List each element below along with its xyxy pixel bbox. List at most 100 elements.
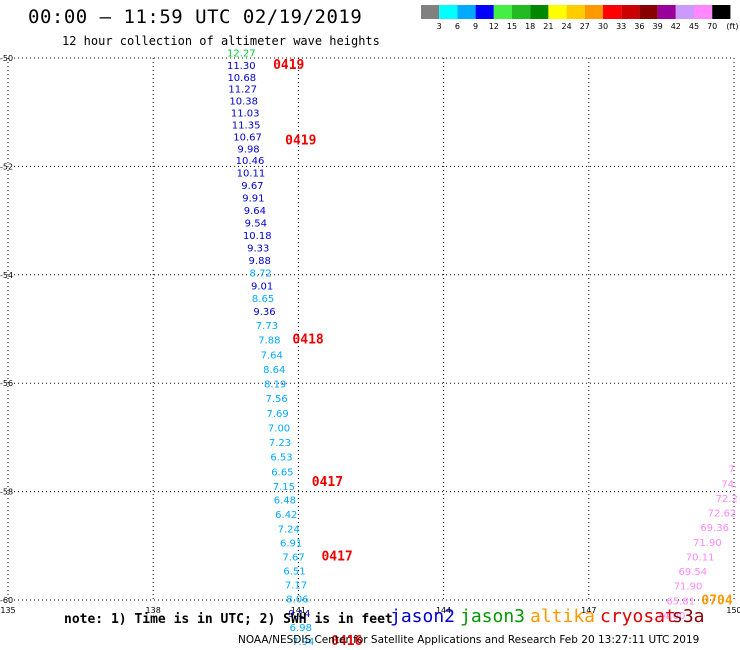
x-tick-label: 150: [726, 606, 740, 615]
wave-height-label: 6.51: [283, 567, 305, 578]
y-tick-label: -54: [0, 271, 13, 280]
wave-height-label: 6.65: [271, 467, 293, 478]
wave-height-label: 12.27: [227, 48, 256, 59]
color-scale-tick: 15: [507, 22, 517, 31]
wave-height-label: 7.00: [268, 423, 290, 434]
color-swatch: [421, 5, 440, 19]
color-scale-tick: 24: [562, 22, 572, 31]
pass-time-label: 0416: [331, 634, 362, 649]
wave-height-label: 72.2: [716, 494, 738, 505]
footer-credit: NOAA/NESDIS Center for Satellite Applica…: [238, 634, 700, 646]
wave-height-label: 7.15: [273, 482, 295, 493]
wave-height-label: 9.98: [237, 144, 259, 155]
color-scale-legend: 3 6 9 12 15 18 21 24 27 30 33 36 39 42 45 70 (ft): [421, 5, 738, 31]
wave-height-label: 71.90: [693, 538, 722, 549]
wave-height-label: 9.88: [249, 256, 271, 267]
wave-height-label: 11.03: [231, 109, 260, 120]
color-scale-tick: 70: [707, 22, 717, 31]
color-swatch: [657, 5, 676, 19]
color-swatch: [530, 5, 549, 19]
wave-height-label: 6.91: [280, 538, 302, 549]
wave-height-label: 8.65: [252, 294, 274, 305]
color-swatch: [675, 5, 694, 19]
wave-height-label: 8.06: [286, 595, 308, 606]
wave-height-label: 11.30: [227, 61, 256, 72]
wave-height-label: 10.67: [233, 132, 262, 143]
color-swatch: [475, 5, 494, 19]
x-tick-label: 144: [436, 606, 451, 615]
pass-time-label: 0417: [321, 549, 352, 564]
color-swatch: [621, 5, 640, 19]
color-swatch: [457, 5, 476, 19]
wave-height-label: 9.36: [253, 307, 275, 318]
wave-height-label: 69.36: [700, 523, 729, 534]
color-swatch: [512, 5, 531, 19]
wave-height-label: 8.19: [264, 380, 286, 391]
wave-height-label: 7.23: [269, 438, 291, 449]
wave-height-label: 9.14: [288, 609, 310, 620]
color-scale-tick: 33: [616, 22, 626, 31]
color-scale-tick: 21: [543, 22, 553, 31]
wave-height-label: 72.62: [708, 509, 737, 520]
x-tick-label: 138: [146, 606, 161, 615]
color-swatch: [439, 5, 458, 19]
wave-height-label: 9.54: [245, 219, 267, 230]
color-scale-tick: 12: [489, 22, 499, 31]
pass-time-label: 0419: [273, 58, 304, 73]
color-swatch: [639, 5, 658, 19]
wave-height-label: 11.35: [232, 120, 261, 131]
chart-subtitle: 12 hour collection of altimeter wave hei…: [62, 34, 380, 48]
wave-height-label: 10.18: [243, 231, 272, 242]
wave-height-label: 9.91: [242, 194, 264, 205]
color-swatch: [566, 5, 585, 19]
data-labels: 12.27 11.3010.6811.2710.3811.0311.3510.67…: [227, 48, 738, 648]
note-text: note: 1) Time is in UTC; 2) SWH is in fe…: [64, 612, 393, 627]
wave-height-label: 9.33: [247, 243, 269, 254]
wave-height-label: 7.56: [265, 394, 287, 405]
legend-altika: altika: [530, 606, 596, 627]
wave-height-label: 9.64: [244, 206, 266, 217]
wave-height-label: 6.48: [274, 496, 296, 507]
pass-time-label: 0418: [292, 333, 323, 348]
wave-height-label: 71.90: [674, 582, 703, 593]
color-scale-tick: 3: [437, 22, 442, 31]
wave-height-label: 6.98: [290, 623, 312, 634]
x-tick-label: 135: [0, 606, 15, 615]
wave-height-label: 6.42: [275, 510, 297, 521]
chart-grid: [7, 57, 735, 601]
color-scale-tick: 27: [580, 22, 590, 31]
color-scale-tick: 42: [671, 22, 681, 31]
chart-title: 00:00 – 11:59 UTC 02/19/2019: [28, 6, 363, 28]
color-scale-tick: 30: [598, 22, 608, 31]
color-swatch: [603, 5, 622, 19]
wave-height-label: 8.64: [263, 365, 285, 376]
legend-jason3: jason3: [460, 606, 526, 627]
color-scale-tick: 18: [525, 22, 535, 31]
color-swatch: [548, 5, 567, 19]
wave-height-label: 8.72: [250, 268, 272, 279]
wave-height-label: 74.: [721, 479, 737, 490]
color-swatch: [584, 5, 603, 19]
pass-time-label: 0417: [312, 475, 343, 490]
pass-time-label: 0704: [701, 593, 732, 608]
legend-s3a: s3a: [672, 606, 705, 627]
wave-height-label: 6.53: [270, 453, 292, 464]
wave-height-label: 7: [728, 465, 734, 476]
wave-height-label: 10.68: [227, 73, 256, 84]
y-tick-label: -56: [0, 379, 13, 388]
wave-height-label: 74.00: [657, 611, 686, 622]
x-tick-label: 141: [291, 606, 306, 615]
axis-ticks: 135 138 141 144 147 150 -50 -52 -54 -56 -58 -60: [0, 54, 740, 615]
wave-height-label: 65.81: [666, 596, 695, 607]
wave-height-label: 7.17: [285, 581, 307, 592]
color-scale-tick: 6: [455, 22, 460, 31]
legend-jason2: jason2: [390, 606, 456, 627]
color-scale-tick: 45: [689, 22, 699, 31]
y-tick-label: -58: [0, 488, 13, 497]
color-swatch: [712, 5, 731, 19]
wave-height-label: 7.69: [266, 409, 288, 420]
pass-labels: 0419 0419 0418 0417 0417 0416 0704: [273, 58, 733, 649]
color-swatch: [694, 5, 713, 19]
wave-height-label: 10.38: [229, 97, 258, 108]
